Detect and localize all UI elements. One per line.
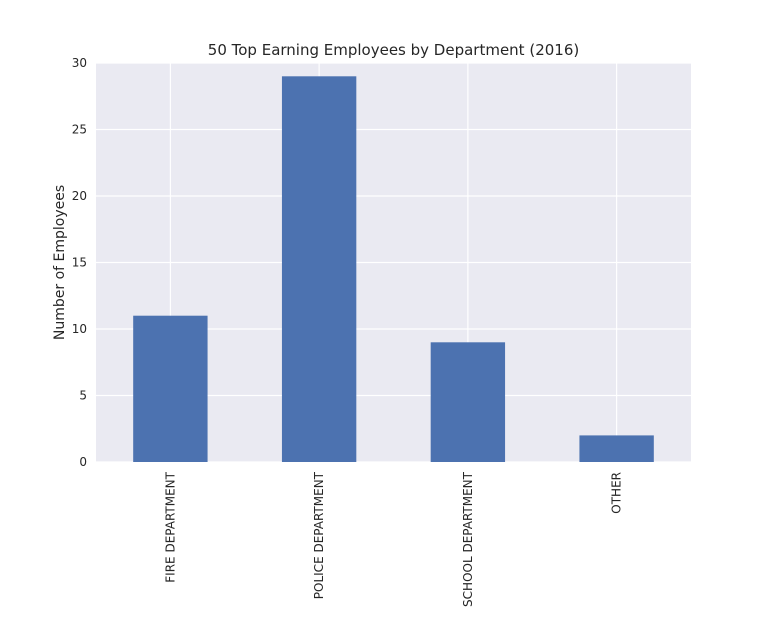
y-tick-label: 20 (72, 189, 87, 203)
x-tick-labels: FIRE DEPARTMENT POLICE DEPARTMENT SCHOOL D… (163, 471, 623, 607)
y-tick-label: 10 (72, 322, 87, 336)
x-tick-label: POLICE DEPARTMENT (312, 471, 326, 599)
bars (133, 76, 654, 463)
y-tick-label: 15 (72, 256, 87, 270)
x-tick-label: FIRE DEPARTMENT (163, 471, 177, 582)
bar-other (579, 435, 654, 462)
y-tick-label: 25 (72, 123, 87, 137)
x-tick-label: OTHER (610, 472, 624, 514)
chart-title: 50 Top Earning Employees by Department (… (208, 41, 579, 59)
y-tick-labels: 0 5 10 15 20 25 30 (72, 56, 87, 469)
y-tick-label: 5 (79, 389, 87, 403)
bar-police-department (281, 76, 357, 463)
bar-school-department (430, 342, 506, 462)
y-axis-label: Number of Employees (52, 185, 68, 340)
y-tick-label: 30 (72, 56, 87, 70)
bar-fire-department (133, 315, 208, 462)
x-tick-label: SCHOOL DEPARTMENT (461, 471, 475, 607)
y-tick-label: 0 (79, 455, 87, 469)
